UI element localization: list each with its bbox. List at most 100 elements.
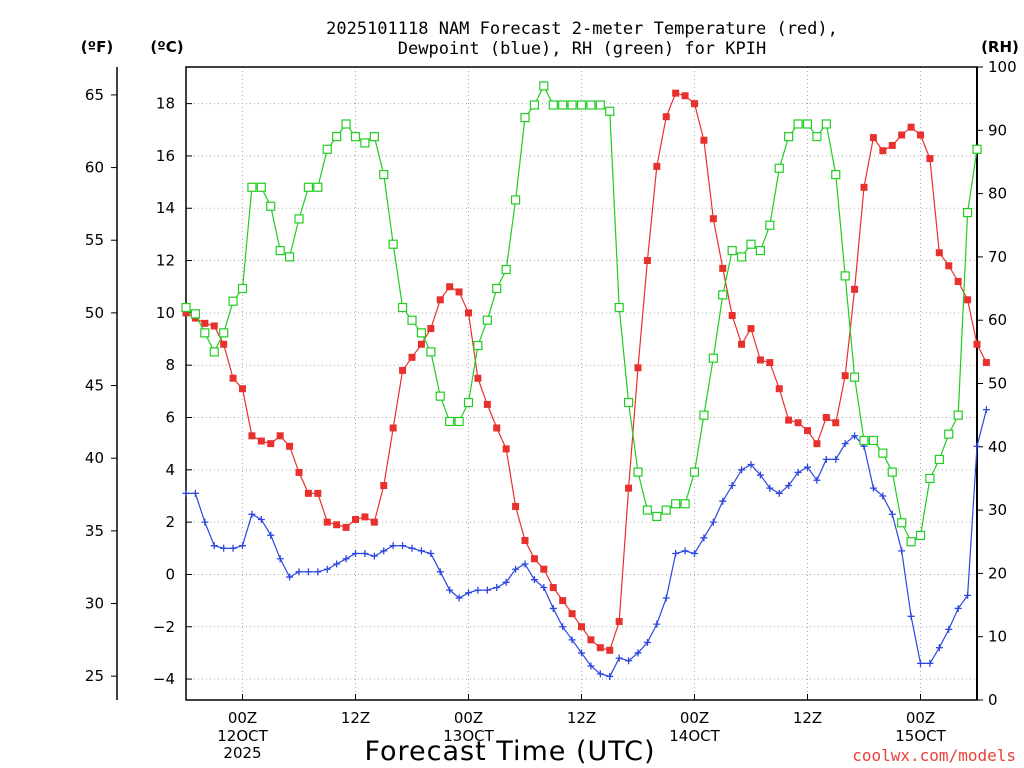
temperature-point xyxy=(493,424,501,432)
rh-point xyxy=(878,448,888,458)
rh-tick-label: 40 xyxy=(988,438,1007,456)
fahrenheit-tick-label: 60 xyxy=(85,159,104,177)
fahrenheit-tick-label: 55 xyxy=(85,231,104,249)
rh-point xyxy=(520,113,530,123)
temperature-point xyxy=(907,123,915,131)
rh-point xyxy=(944,429,954,439)
rh-point xyxy=(397,302,408,313)
temperature-point xyxy=(286,442,294,450)
rh-point xyxy=(586,100,596,110)
temperature-point xyxy=(681,92,689,100)
x-tick-label: 00Z xyxy=(454,709,483,727)
fahrenheit-tick-label: 45 xyxy=(85,377,104,395)
rh-point xyxy=(605,106,615,116)
dewpoint-point xyxy=(182,489,190,497)
dewpoint-point xyxy=(917,659,924,667)
temperature-point xyxy=(643,257,651,265)
x-tick-label: 12Z xyxy=(567,709,596,727)
dewpoint-point xyxy=(314,568,322,576)
dewpoint-point xyxy=(672,550,680,558)
x-tick-label: 12Z xyxy=(793,709,822,727)
temperature-point xyxy=(860,183,868,191)
x-tick-date-label: 12OCT xyxy=(217,727,268,745)
temperature-point xyxy=(935,249,943,257)
dewpoint-point xyxy=(295,568,303,576)
dewpoint-point xyxy=(512,565,520,573)
fahrenheit-tick-label: 30 xyxy=(85,595,104,613)
dewpoint-point xyxy=(719,497,727,505)
dewpoint-point xyxy=(982,406,990,414)
rh-tick-label: 90 xyxy=(988,121,1007,139)
dewpoint-point xyxy=(888,510,896,518)
temperature-point xyxy=(182,309,190,317)
dewpoint-point xyxy=(738,466,746,474)
dewpoint-point xyxy=(248,510,256,518)
fahrenheit-tick-label: 65 xyxy=(85,86,104,104)
temperature-point xyxy=(606,646,614,654)
temperature-point xyxy=(869,134,877,142)
temperature-point xyxy=(389,424,397,432)
temperature-point xyxy=(973,340,981,348)
rh-point xyxy=(859,435,869,446)
temperature-point xyxy=(333,521,341,529)
temperature-point xyxy=(521,536,529,544)
dewpoint-point xyxy=(662,594,670,602)
dewpoint-point xyxy=(945,625,953,633)
celsius-tick-label: 18 xyxy=(156,95,175,113)
dewpoint-point xyxy=(766,484,774,492)
dewpoint-point xyxy=(926,659,934,667)
rh-tick-label: 70 xyxy=(988,248,1007,266)
dewpoint-point xyxy=(578,649,585,657)
rh-point xyxy=(915,530,926,541)
fahrenheit-axis-label: (ºF) xyxy=(81,38,113,56)
rh-point xyxy=(473,340,483,351)
rh-tick-label: 0 xyxy=(988,691,998,709)
dewpoint-point xyxy=(267,531,275,539)
rh-point xyxy=(407,315,417,325)
dewpoint-point xyxy=(879,492,887,500)
dewpoint-point xyxy=(841,440,849,448)
dewpoint-point xyxy=(417,547,425,555)
celsius-tick-label: −4 xyxy=(153,670,175,688)
rh-point xyxy=(219,328,229,338)
temperature-point xyxy=(625,484,633,492)
rh-point xyxy=(962,207,973,218)
temperature-point xyxy=(888,141,896,149)
temperature-point xyxy=(380,482,388,490)
rh-point xyxy=(303,182,314,192)
rh-point xyxy=(774,163,784,173)
rh-tick-label: 100 xyxy=(988,58,1017,76)
dewpoint-point xyxy=(521,560,529,568)
rh-point xyxy=(812,132,822,142)
site-credit: coolwx.com/models xyxy=(852,746,1016,765)
dewpoint-point xyxy=(342,555,350,563)
dewpoint-point xyxy=(436,568,444,576)
rh-point xyxy=(972,144,982,154)
rh-point xyxy=(501,264,511,275)
temperature-point xyxy=(822,414,830,422)
temperature-point xyxy=(239,385,246,393)
celsius-tick-label: 2 xyxy=(165,513,175,531)
dewpoint-point xyxy=(643,638,651,646)
rh-point xyxy=(463,397,474,408)
rh-point xyxy=(200,328,210,338)
rh-point xyxy=(784,132,794,142)
chart-title-line-2: Dewpoint (blue), RH (green) for KPIH xyxy=(398,39,766,59)
temperature-point xyxy=(700,136,708,144)
temperature-point xyxy=(342,523,350,531)
celsius-tick-label: 6 xyxy=(165,409,175,427)
temperature-point xyxy=(257,437,265,445)
dewpoint-point xyxy=(493,584,501,592)
temperature-point xyxy=(756,356,764,364)
dewpoint-point xyxy=(352,550,359,558)
temperature-point xyxy=(549,584,557,592)
dewpoint-point xyxy=(935,644,943,652)
temperature-point xyxy=(512,502,520,510)
dewpoint-point xyxy=(756,471,764,479)
rh-point xyxy=(671,499,681,509)
celsius-tick-label: 0 xyxy=(165,565,175,583)
x-tick-date-label: 14OCT xyxy=(669,727,720,745)
fahrenheit-tick-label: 50 xyxy=(85,304,104,322)
temperature-point xyxy=(662,113,670,121)
